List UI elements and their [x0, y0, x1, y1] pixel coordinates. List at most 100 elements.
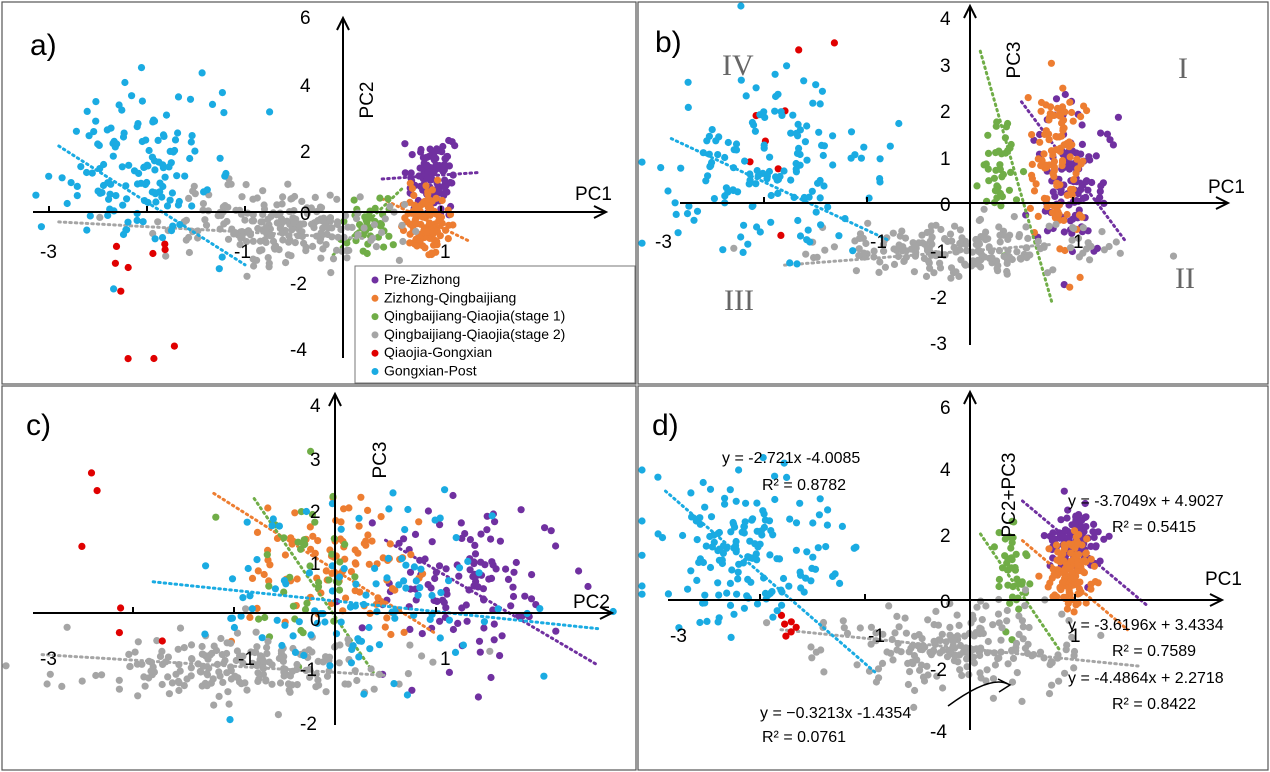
data-point: [115, 101, 123, 109]
data-point: [740, 529, 748, 537]
data-point: [996, 161, 1004, 169]
legend-label: Qiaojia-Gongxian: [384, 344, 492, 360]
data-point: [675, 624, 683, 632]
data-point: [1026, 580, 1034, 588]
data-point: [480, 618, 488, 626]
data-point: [151, 189, 159, 197]
data-point: [360, 224, 368, 232]
data-point: [425, 251, 433, 259]
data-point: [220, 109, 228, 117]
data-point: [264, 637, 272, 646]
data-point: [732, 541, 740, 550]
data-point: [423, 153, 431, 161]
data-point: [279, 657, 287, 666]
data-point: [181, 172, 189, 180]
data-point: [188, 202, 196, 210]
data-point: [32, 191, 40, 199]
data-point: [438, 196, 446, 205]
data-point: [746, 176, 754, 184]
data-point: [145, 674, 153, 682]
data-point: [751, 540, 759, 548]
data-point: [751, 127, 760, 135]
data-point: [161, 240, 169, 248]
data-point: [991, 187, 1000, 195]
axes: [668, 389, 1225, 730]
data-point: [847, 128, 856, 136]
data-point: [466, 566, 474, 574]
data-point: [638, 158, 646, 166]
panel-a: a) -3 -1 1 6 4 2 0 -2 -4 PC1 PC2 Pre-Zizhong Zizhong-…: [1, 1, 637, 385]
data-point: [1025, 623, 1033, 632]
data-point: [100, 160, 108, 169]
data-point: [221, 656, 229, 665]
data-point: [1042, 161, 1050, 169]
legend-marker: [371, 349, 379, 357]
data-point: [715, 556, 724, 564]
data-point: [907, 644, 915, 652]
data-point: [1007, 544, 1015, 552]
data-point: [350, 196, 358, 204]
data-point: [347, 659, 355, 667]
data-point: [1169, 252, 1178, 260]
data-point: [77, 163, 85, 171]
series-ED7D31: [380, 176, 472, 259]
data-point: [173, 172, 181, 180]
data-point: [87, 469, 96, 477]
data-point: [1075, 253, 1083, 261]
data-point: [820, 142, 829, 150]
data-point: [365, 560, 373, 568]
panel-frame: [637, 1, 1269, 385]
axes: [33, 391, 615, 725]
panel-label: c): [26, 409, 51, 442]
data-point: [980, 205, 988, 213]
data-point: [742, 499, 750, 507]
data-point: [256, 247, 264, 255]
data-point: [1022, 550, 1030, 558]
data-point: [434, 176, 442, 184]
data-point: [687, 567, 695, 575]
data-point: [43, 680, 51, 688]
data-point: [1015, 233, 1023, 241]
data-point: [327, 269, 335, 277]
data-point: [282, 259, 290, 267]
data-point: [400, 535, 408, 543]
data-point: [1050, 165, 1058, 173]
data-point: [1100, 246, 1108, 254]
panel-label: a): [30, 29, 57, 62]
data-point: [715, 545, 724, 553]
data-point: [654, 473, 662, 481]
data-point: [410, 563, 418, 571]
data-point: [360, 690, 368, 698]
data-point: [852, 267, 861, 275]
data-point: [249, 659, 257, 667]
data-point: [1008, 593, 1017, 601]
data-point: [973, 603, 981, 611]
data-point: [693, 576, 701, 585]
y-tick-label: 2: [300, 142, 311, 163]
data-point: [254, 677, 262, 686]
y-axis-arrow: [328, 391, 342, 407]
data-point: [228, 575, 237, 583]
data-point: [926, 237, 935, 245]
data-point: [913, 656, 921, 664]
data-point: [347, 568, 355, 576]
data-point: [302, 247, 310, 255]
data-point: [135, 169, 143, 177]
data-point: [152, 198, 160, 206]
data-point: [278, 641, 286, 650]
data-point: [512, 558, 520, 567]
data-point: [381, 215, 389, 223]
data-point: [822, 543, 830, 551]
data-point: [371, 204, 379, 212]
data-point: [821, 246, 829, 254]
data-point: [121, 78, 129, 87]
data-point: [335, 573, 344, 581]
data-point: [422, 162, 431, 170]
data-point: [300, 536, 308, 544]
data-point: [985, 177, 993, 185]
data-point: [685, 202, 693, 210]
x-axis-arrow: [1215, 196, 1231, 210]
data-point: [803, 548, 811, 556]
data-point: [254, 224, 262, 233]
